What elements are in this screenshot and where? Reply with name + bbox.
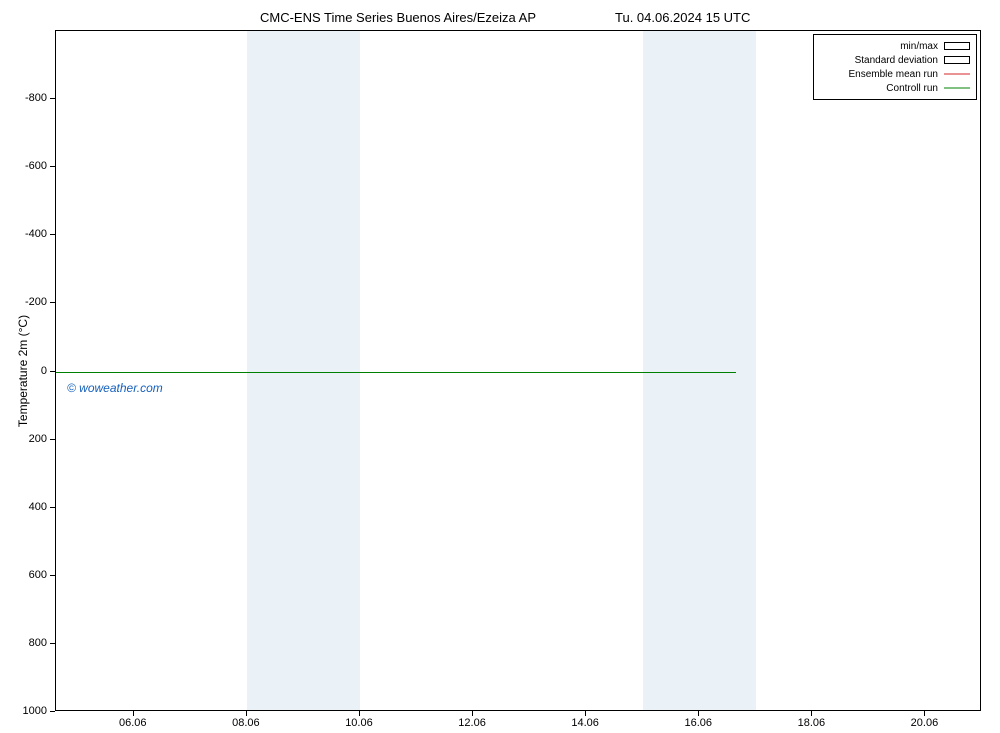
legend-swatch <box>944 55 970 65</box>
x-tick-label: 14.06 <box>571 717 599 729</box>
legend-swatch <box>944 41 970 51</box>
x-tick <box>246 711 247 716</box>
x-tick-label: 06.06 <box>119 717 147 729</box>
x-tick <box>585 711 586 716</box>
y-tick <box>50 439 55 440</box>
y-tick-label: 600 <box>0 569 47 581</box>
x-tick-label: 08.06 <box>232 717 260 729</box>
y-tick-label: -600 <box>0 160 47 172</box>
watermark: © woweather.com <box>67 381 163 395</box>
y-tick <box>50 643 55 644</box>
plot-area <box>55 30 981 711</box>
legend-item-label: Standard deviation <box>855 55 938 66</box>
x-tick <box>472 711 473 716</box>
y-tick-label: 400 <box>0 501 47 513</box>
x-tick-label: 16.06 <box>684 717 712 729</box>
y-tick <box>50 507 55 508</box>
legend-item: min/max <box>820 39 970 53</box>
legend-item-label: Controll run <box>886 83 938 94</box>
chart-title-right: Tu. 04.06.2024 15 UTC <box>615 10 750 25</box>
x-tick <box>924 711 925 716</box>
y-tick-label: -800 <box>0 92 47 104</box>
legend-swatch <box>944 69 970 79</box>
legend-item: Standard deviation <box>820 53 970 67</box>
x-tick <box>359 711 360 716</box>
weekend-band <box>643 31 756 710</box>
y-tick-label: 800 <box>0 637 47 649</box>
series-controll-run <box>56 372 736 373</box>
x-tick <box>133 711 134 716</box>
chart-title-left: CMC-ENS Time Series Buenos Aires/Ezeiza … <box>260 10 536 25</box>
y-tick <box>50 166 55 167</box>
x-tick-label: 20.06 <box>911 717 939 729</box>
y-tick <box>50 302 55 303</box>
y-axis-label: Temperature 2m (°C) <box>16 314 30 426</box>
x-tick <box>698 711 699 716</box>
legend-item-label: min/max <box>900 41 938 52</box>
y-tick-label: 200 <box>0 433 47 445</box>
y-tick <box>50 98 55 99</box>
legend: min/max Standard deviation Ensemble mean r… <box>813 34 977 100</box>
legend-item: Ensemble mean run <box>820 67 970 81</box>
x-tick <box>811 711 812 716</box>
y-tick <box>50 234 55 235</box>
x-tick-label: 10.06 <box>345 717 373 729</box>
x-tick-label: 12.06 <box>458 717 486 729</box>
legend-item: Controll run <box>820 81 970 95</box>
y-tick-label: -200 <box>0 296 47 308</box>
y-tick-label: 1000 <box>0 705 47 717</box>
legend-swatch <box>944 83 970 93</box>
y-tick <box>50 371 55 372</box>
y-tick-label: -400 <box>0 228 47 240</box>
x-tick-label: 18.06 <box>798 717 826 729</box>
weekend-band <box>247 31 360 710</box>
legend-item-label: Ensemble mean run <box>849 69 939 80</box>
y-tick <box>50 711 55 712</box>
y-tick <box>50 575 55 576</box>
